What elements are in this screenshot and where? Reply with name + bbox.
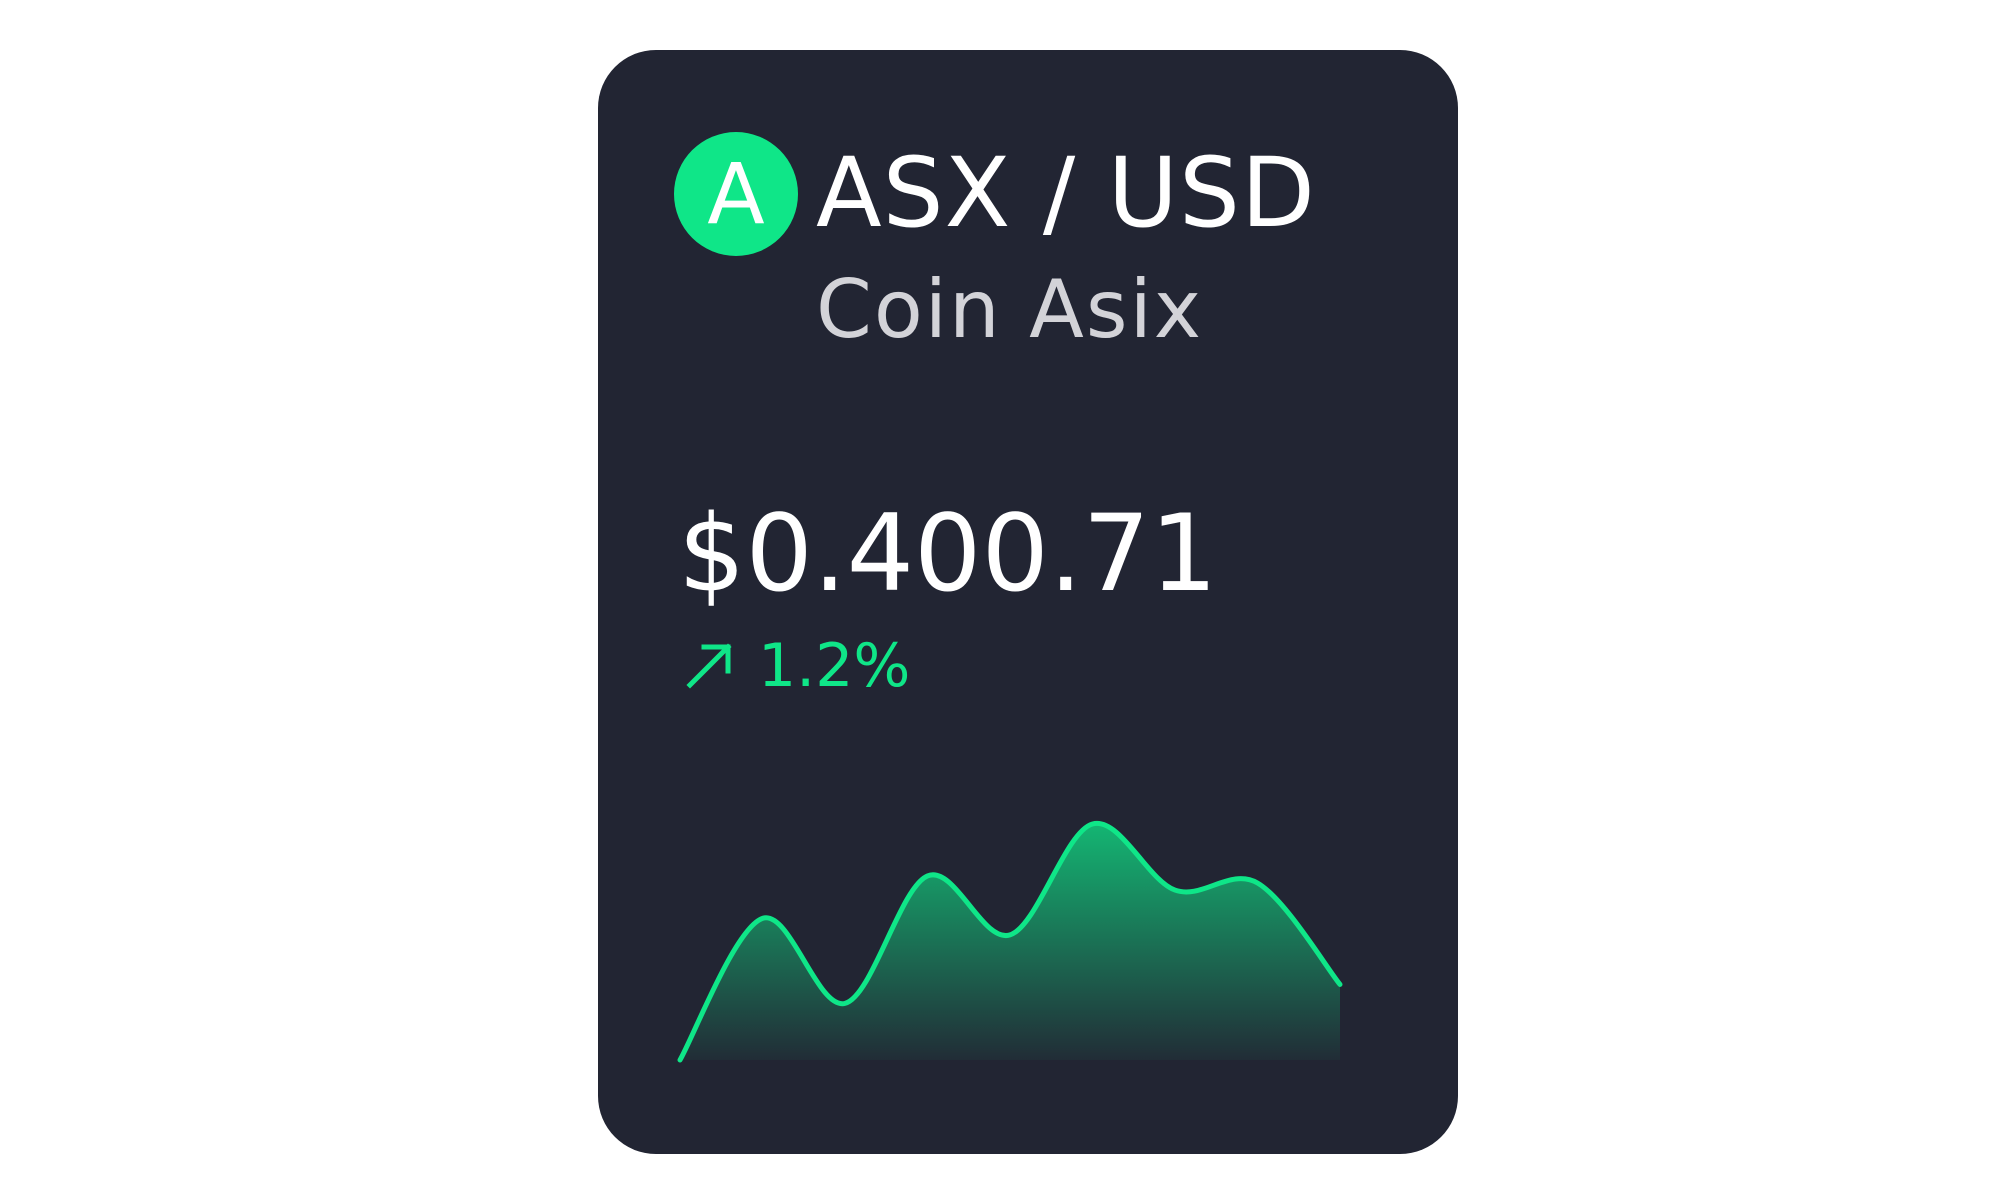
arrow-up-right-icon (684, 641, 734, 691)
coin-card[interactable]: A ASX / USD Coin Asix $0.400.71 1.2% (598, 50, 1458, 1154)
sparkline-area (680, 823, 1340, 1060)
price-value: $0.400.71 (678, 492, 1218, 615)
coin-name: Coin Asix (816, 263, 1204, 356)
price-change-value: 1.2% (758, 631, 911, 701)
trading-pair: ASX / USD (816, 137, 1316, 249)
price-change: 1.2% (684, 630, 910, 702)
coin-logo-icon: A (674, 132, 798, 256)
sparkline-line (677, 821, 1343, 1063)
coin-logo-letter: A (707, 145, 765, 243)
sparkline-chart (677, 821, 1343, 1063)
